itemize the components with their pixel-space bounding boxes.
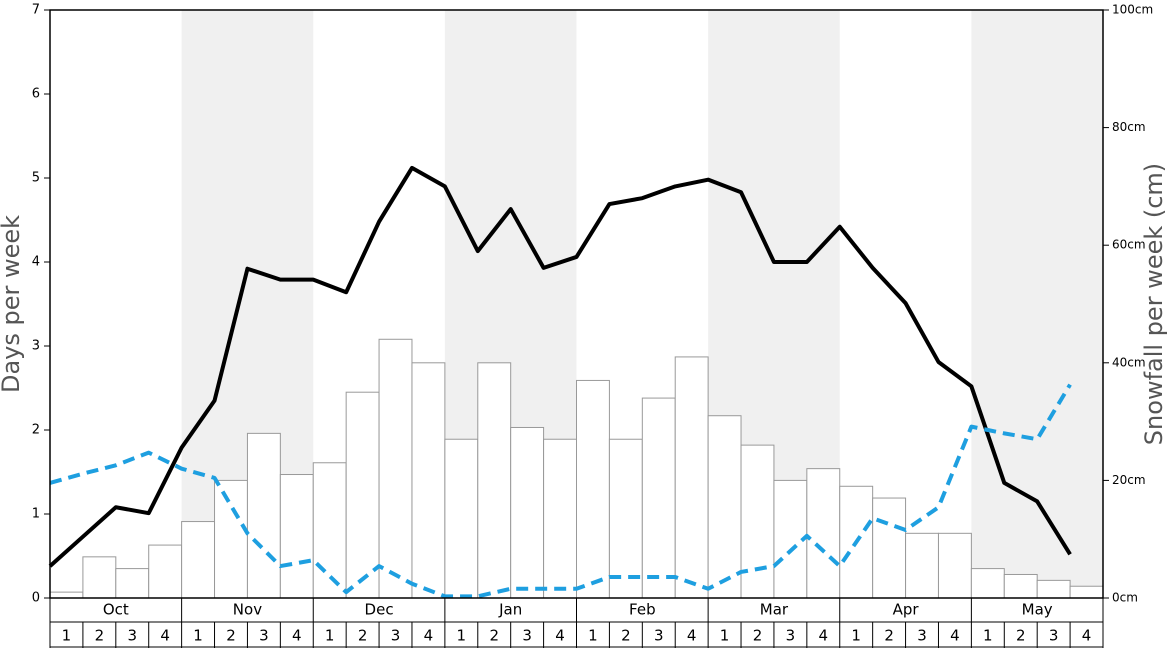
y-tick-label: 4 [32,255,40,270]
snowfall-bar [246,432,281,599]
y2-tick-label: 80cm [1112,120,1146,134]
month-shade [971,10,1103,598]
x-tick-label: 1 [325,627,335,645]
x-tick-label: 2 [884,627,894,645]
x-tick-label: 3 [127,627,137,645]
snowfall-bar [576,379,610,599]
x-tick-label: 4 [160,627,170,645]
y-axis-label: Days per week [0,215,25,393]
snowfall-bar [148,544,183,599]
axes: 0 1 2 3 4 5 6 7 0cm 20cm 40cm 60cm 80cm 100cm Oct Nov De… [32,3,1153,648]
x-tick-label: 2 [753,627,763,645]
snowfall-bar [82,556,117,599]
x-tick-label: 3 [391,627,401,645]
x-tick-label: 4 [1082,627,1092,645]
background [181,10,1103,598]
x-tick-label: 3 [1049,627,1059,645]
month-label: Jan [498,601,522,619]
x-tick-label: 1 [457,627,467,645]
snowfall-bar [477,362,512,599]
x-tick-label: 4 [687,627,697,645]
month-label: Feb [629,601,656,619]
snowfall-bar [444,438,479,599]
snowfall-bar [411,362,446,599]
y-tick-label: 0 [32,591,40,606]
x-tick-label: 3 [259,627,269,645]
snowfall-bar [49,591,84,599]
snowfall-bar [674,356,709,599]
y-tick-label: 7 [32,3,40,18]
y2-tick-label: 40cm [1112,355,1146,369]
x-tick-label: 4 [819,627,829,645]
y2-axis-label: Snowfall per week (cm) [1140,163,1168,445]
x-tick-label: 1 [588,627,598,645]
snowfall-bar [806,468,841,599]
snowfall-bar [905,532,939,599]
snowfall-bar [872,497,907,599]
x-tick-label: 4 [950,627,960,645]
snowfall-bar [378,338,413,599]
y2-tick-label: 60cm [1112,238,1146,252]
x-tick-label: 2 [95,627,105,645]
x-tick-label: 3 [917,627,927,645]
snowfall-bar [181,521,216,599]
snowfall-bar [641,397,676,599]
y-tick-label: 6 [32,87,40,102]
snowfall-bar [608,438,643,599]
x-tick-label: 2 [226,627,236,645]
x-tick-label: 4 [555,627,565,645]
month-label: Dec [365,601,394,619]
month-label: Nov [233,601,262,619]
x-tick-label: 2 [358,627,368,645]
snowfall-bar [1069,585,1104,599]
snowfall-bar [707,415,742,599]
month-label: May [1022,601,1053,619]
x-tick-label: 1 [983,627,993,645]
y2-tick-label: 20cm [1112,473,1146,487]
month-label: Oct [103,601,129,619]
snowfall-bar [740,444,775,599]
snowfall-bar [970,568,1005,599]
snowfall-bar [214,479,248,599]
snowfall-bar [1003,573,1038,599]
snowfall-bar [345,391,380,599]
snowfall-bar [279,474,314,599]
line [48,165,1072,568]
x-tick-label: 2 [1016,627,1026,645]
snowfall-bar [510,426,545,599]
month-label: Apr [893,601,920,619]
x-tick-label: 1 [62,627,72,645]
y-tick-label: 2 [32,423,40,438]
x-tick-label: 3 [786,627,796,645]
snowfall-bar [115,568,150,599]
month-label: Mar [760,601,789,619]
x-tick-label: 4 [292,627,302,645]
x-tick-label: 1 [193,627,203,645]
dashed-line [49,383,1072,599]
x-tick-label: 2 [621,627,631,645]
snowfall-bar [1036,579,1071,599]
snowfall-bar [543,438,577,599]
x-tick-label: 4 [424,627,434,645]
x-tick-label: 3 [522,627,532,645]
x-tick-label: 3 [654,627,664,645]
x-tick-label: 1 [720,627,730,645]
x-tick-label: 1 [851,627,861,645]
snowfall-bar [937,532,972,599]
y-tick-label: 5 [32,171,40,186]
y2-tick-label: 100cm [1112,3,1153,17]
x-tick-label: 2 [489,627,499,645]
y-tick-label: 3 [32,339,40,354]
y2-tick-label: 0cm [1112,591,1138,605]
y-tick-label: 1 [32,507,40,522]
